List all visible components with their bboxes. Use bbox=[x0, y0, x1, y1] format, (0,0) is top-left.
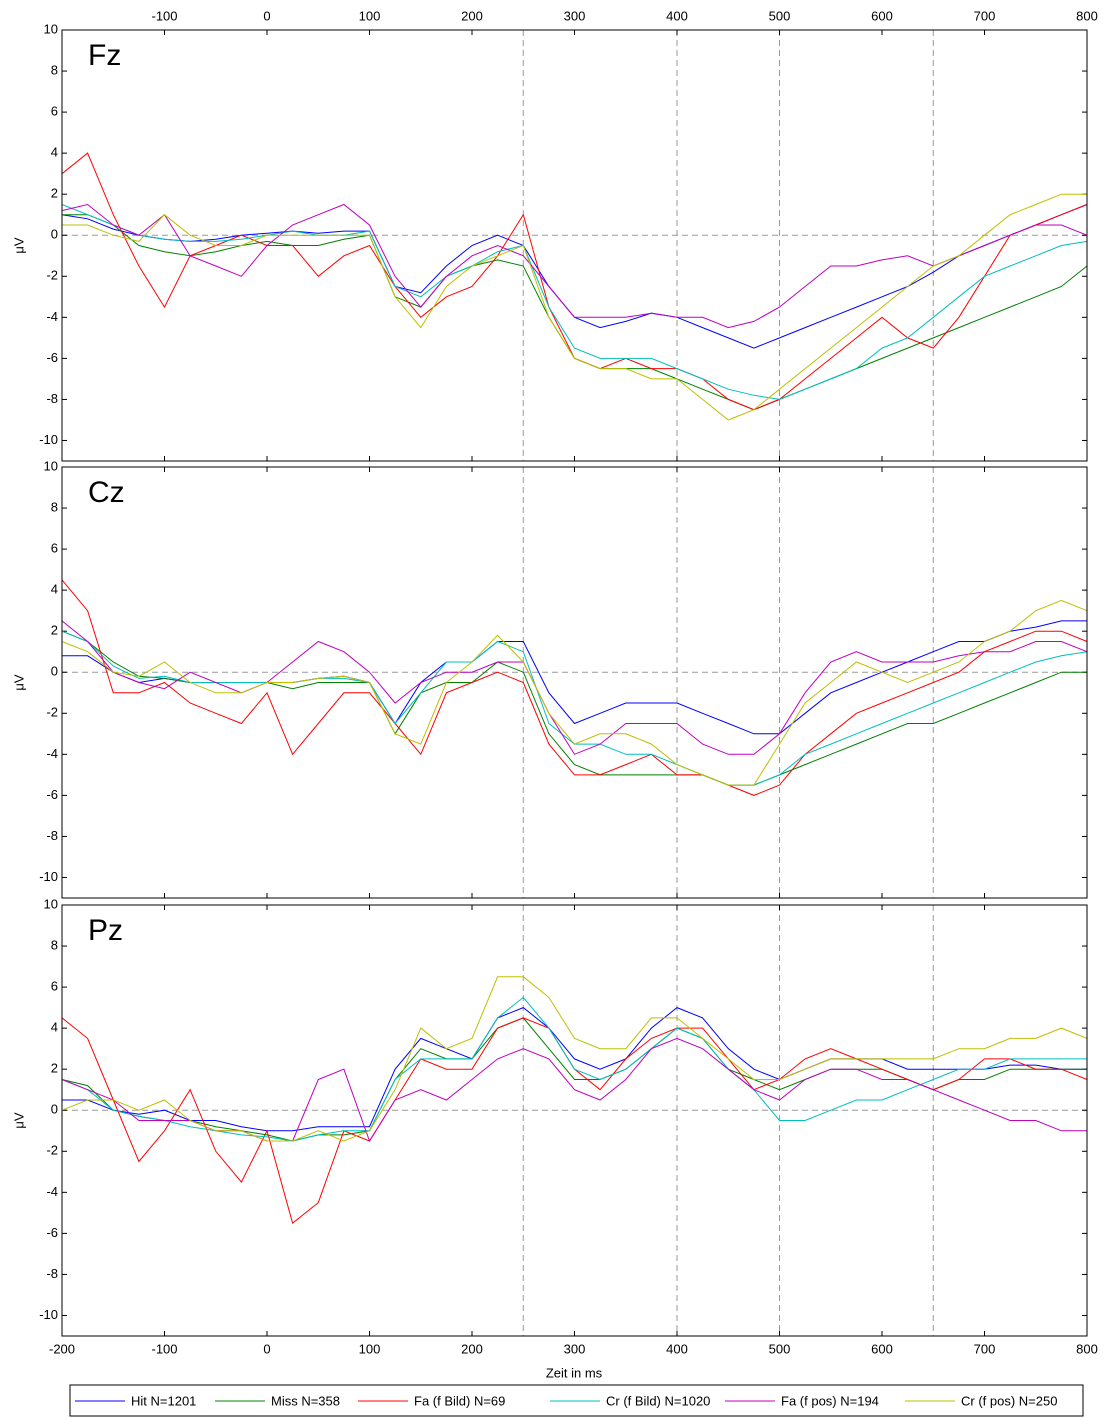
y-tick-label: 10 bbox=[44, 458, 58, 473]
x-tick-label: 500 bbox=[769, 8, 791, 23]
y-tick-label: -8 bbox=[46, 1266, 58, 1281]
x-tick-label: 700 bbox=[974, 8, 996, 23]
y-tick-label: -4 bbox=[46, 309, 58, 324]
y-tick-label: -2 bbox=[46, 705, 58, 720]
y-tick-label: -4 bbox=[46, 746, 58, 761]
y-axis-label: μV bbox=[11, 1112, 26, 1128]
erp-line bbox=[61, 204, 1088, 400]
y-tick-label: -10 bbox=[39, 1307, 58, 1322]
x-tick-label: 400 bbox=[666, 1341, 688, 1356]
x-tick-label: 100 bbox=[359, 8, 381, 23]
y-tick-label: 2 bbox=[51, 186, 58, 201]
panel-title: Cz bbox=[88, 476, 125, 509]
y-tick-label: 4 bbox=[51, 145, 58, 160]
erp-line bbox=[61, 976, 1088, 1142]
x-tick-label: 800 bbox=[1076, 8, 1098, 23]
x-tick-label: 0 bbox=[263, 8, 270, 23]
y-tick-label: 2 bbox=[51, 1061, 58, 1076]
x-tick-label: 100 bbox=[359, 1341, 381, 1356]
legend-label: Hit N=1201 bbox=[131, 1393, 196, 1408]
x-tick-label: 800 bbox=[1076, 1341, 1098, 1356]
plot-area bbox=[62, 905, 1087, 1336]
legend-label: Miss N=358 bbox=[271, 1393, 340, 1408]
legend-label: Fa (f pos) N=194 bbox=[781, 1393, 879, 1408]
x-tick-label: 600 bbox=[871, 8, 893, 23]
erp-line bbox=[61, 579, 1088, 796]
erp-line bbox=[61, 203, 1088, 329]
x-tick-label: 400 bbox=[666, 8, 688, 23]
y-axis-label: μV bbox=[11, 237, 26, 253]
y-tick-label: -4 bbox=[46, 1184, 58, 1199]
panel-title: Fz bbox=[88, 39, 121, 72]
y-tick-label: -6 bbox=[46, 1225, 58, 1240]
x-tick-label: 200 bbox=[461, 8, 483, 23]
y-tick-label: 2 bbox=[51, 623, 58, 638]
y-tick-label: 0 bbox=[51, 664, 58, 679]
erp-line bbox=[61, 599, 1088, 786]
erp-line bbox=[62, 193, 1087, 421]
y-tick-label: 8 bbox=[51, 937, 58, 952]
y-tick-label: -2 bbox=[46, 1143, 58, 1158]
x-tick-label: 200 bbox=[461, 1341, 483, 1356]
erp-line bbox=[61, 996, 1087, 1142]
x-tick-label: -200 bbox=[49, 1341, 75, 1356]
y-tick-label: -6 bbox=[46, 350, 58, 365]
panel-title: Pz bbox=[88, 914, 123, 947]
erp-line bbox=[61, 620, 1088, 755]
x-tick-label: 300 bbox=[564, 8, 586, 23]
y-tick-label: 8 bbox=[51, 62, 58, 77]
y-tick-label: 6 bbox=[51, 541, 58, 556]
y-tick-label: -6 bbox=[46, 787, 58, 802]
y-tick-label: 6 bbox=[51, 979, 58, 994]
x-tick-label: 300 bbox=[564, 1341, 586, 1356]
x-tick-label: 600 bbox=[871, 1341, 893, 1356]
y-tick-label: -8 bbox=[46, 828, 58, 843]
y-tick-label: -2 bbox=[46, 268, 58, 283]
erp-line bbox=[62, 1007, 1087, 1132]
y-tick-label: 0 bbox=[51, 1102, 58, 1117]
x-axis-label: Zeit in ms bbox=[546, 1365, 603, 1380]
y-tick-label: 0 bbox=[51, 227, 58, 242]
y-tick-label: -10 bbox=[39, 869, 58, 884]
y-tick-label: -8 bbox=[46, 391, 58, 406]
y-tick-label: 10 bbox=[44, 21, 58, 36]
y-tick-label: 8 bbox=[51, 499, 58, 514]
x-tick-label: 0 bbox=[263, 1341, 270, 1356]
y-tick-label: 6 bbox=[51, 104, 58, 119]
x-tick-label: -100 bbox=[151, 1341, 177, 1356]
x-tick-label: 500 bbox=[769, 1341, 791, 1356]
y-axis-label: μV bbox=[11, 674, 26, 690]
legend-label: Cr (f Bild) N=1020 bbox=[606, 1393, 710, 1408]
x-tick-label: -100 bbox=[151, 8, 177, 23]
plot-frame bbox=[61, 904, 1088, 1337]
y-tick-label: 10 bbox=[44, 896, 58, 911]
plot-frame bbox=[61, 29, 1088, 462]
y-tick-label: 4 bbox=[51, 582, 58, 597]
x-tick-label: 700 bbox=[974, 1341, 996, 1356]
y-tick-label: 4 bbox=[51, 1020, 58, 1035]
legend-label: Fa (f Bild) N=69 bbox=[414, 1393, 505, 1408]
legend-label: Cr (f pos) N=250 bbox=[961, 1393, 1057, 1408]
plot-frame bbox=[61, 466, 1088, 899]
y-tick-label: -10 bbox=[39, 432, 58, 447]
